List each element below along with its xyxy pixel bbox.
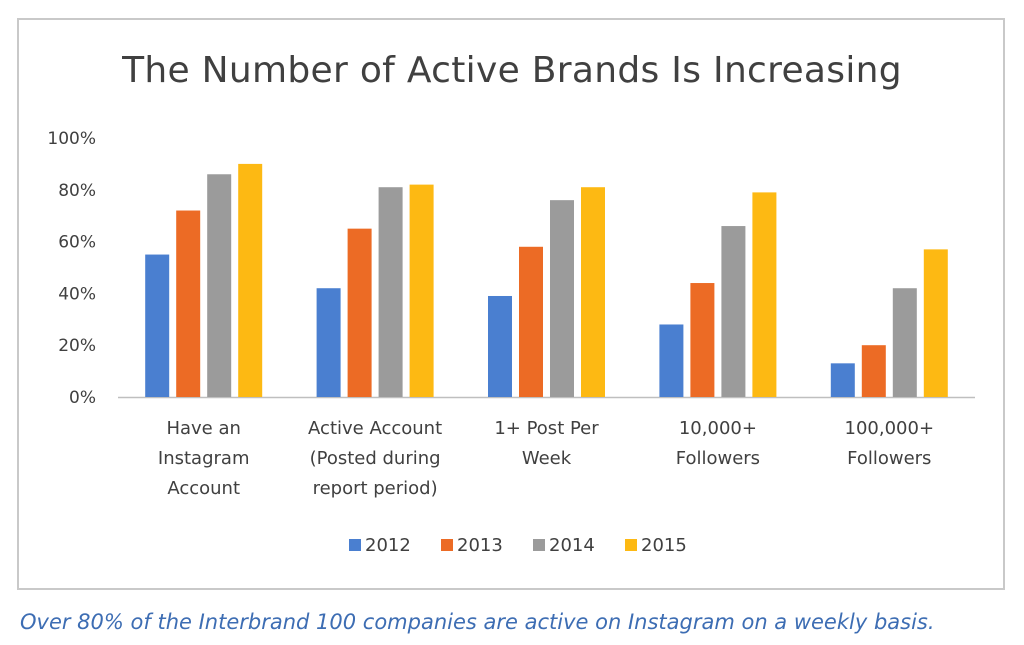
bar-2014 <box>207 174 232 397</box>
legend-label-2013: 2013 <box>457 535 503 556</box>
bar-2012 <box>488 295 512 397</box>
y-tick-label: 80% <box>58 181 96 201</box>
bar-2015 <box>581 187 605 397</box>
bar-2014 <box>892 288 917 397</box>
category-label: 100,000+ Followers <box>845 418 935 469</box>
legend-swatch-2014 <box>533 539 545 551</box>
bar-2012 <box>145 254 170 397</box>
y-tick-label: 40% <box>58 284 96 304</box>
category-label-line: Followers <box>676 448 760 469</box>
y-tick-label: 100% <box>47 129 96 149</box>
y-tick-label: 0% <box>69 388 96 408</box>
category-label-line: 1+ Post Per <box>494 418 599 439</box>
bar-2015 <box>238 163 263 397</box>
bar-2015 <box>752 192 777 397</box>
bar-2014 <box>378 187 403 397</box>
bar-2013 <box>347 228 372 397</box>
bar-2013 <box>861 345 886 397</box>
category-label-line: 10,000+ <box>679 418 757 439</box>
bar-2014 <box>721 226 746 397</box>
y-tick-label: 60% <box>58 233 96 253</box>
category-label-line: Week <box>522 448 572 469</box>
bar-2012 <box>830 363 855 397</box>
category-label-line: Followers <box>847 448 931 469</box>
bar-2015 <box>409 184 434 397</box>
bar-2012 <box>316 288 341 397</box>
category-label: 10,000+ Followers <box>676 418 760 469</box>
category-label-line: Active Account <box>308 418 442 439</box>
chart-caption: Over 80% of the Interbrand 100 companies… <box>20 610 935 634</box>
category-label-line: report period) <box>313 478 438 499</box>
legend-swatch-2013 <box>441 539 453 551</box>
category-label: Active Account (Posted during report perio… <box>308 418 442 499</box>
bar-2012 <box>659 324 684 397</box>
category-label-line: Have an <box>166 418 240 439</box>
legend-label-2015: 2015 <box>641 535 687 556</box>
category-label-line: Account <box>167 478 240 499</box>
legend-swatch-2012 <box>349 539 361 551</box>
bar-2014 <box>550 200 574 397</box>
category-label: 1+ Post Per Week <box>494 418 599 469</box>
category-label-line: (Posted during <box>310 448 441 469</box>
bar-2013 <box>176 210 201 397</box>
bar-2013 <box>690 283 715 397</box>
y-tick-label: 20% <box>58 336 96 356</box>
bar-2015 <box>923 249 948 397</box>
legend-label-2012: 2012 <box>365 535 411 556</box>
legend-label-2014: 2014 <box>549 535 595 556</box>
category-label: Have an Instagram Account <box>158 418 250 499</box>
category-label-line: 100,000+ <box>845 418 935 439</box>
chart-title: The Number of Active Brands Is Increasin… <box>122 50 902 91</box>
bar-chart: 0% 20% 40% 60% 80% 100% Have an Instagram Accoun… <box>47 129 975 556</box>
bar-2013 <box>519 246 543 397</box>
legend-swatch-2015 <box>625 539 637 551</box>
category-label-line: Instagram <box>158 448 250 469</box>
